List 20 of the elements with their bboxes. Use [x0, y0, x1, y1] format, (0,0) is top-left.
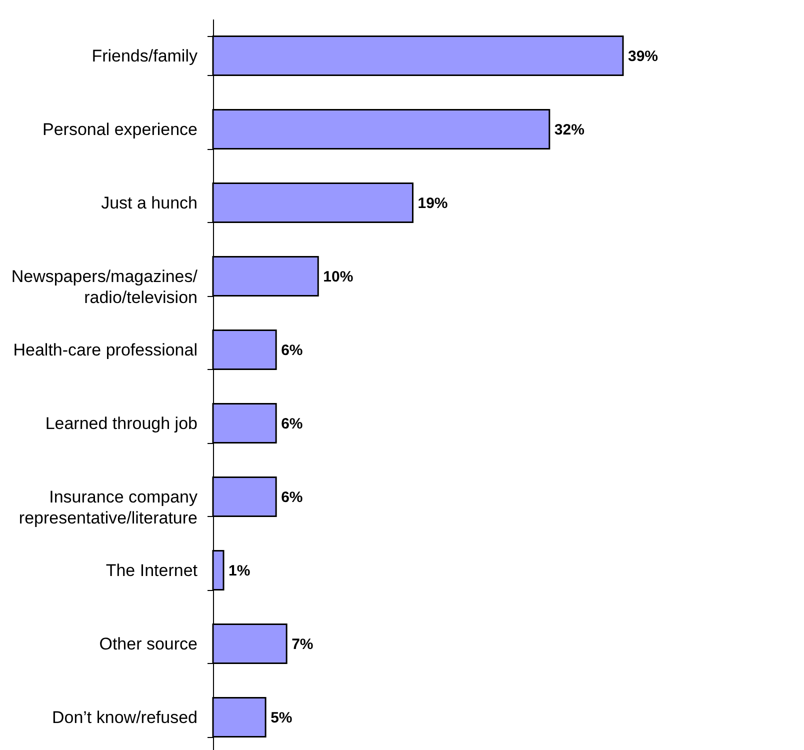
y-tick-label: Just a hunch: [101, 193, 198, 212]
y-tick-label: Health-care professional: [13, 340, 198, 360]
y-tick-label: Personal experience: [42, 120, 198, 139]
y-tick-label: Newspapers/magazines/ radio/television: [11, 266, 198, 307]
data-label: 1%: [228, 562, 250, 580]
y-tick-label: Don’t know/refused: [52, 708, 198, 727]
data-label: 6%: [281, 342, 303, 359]
data-label: 32%: [554, 121, 584, 138]
y-tick-label: Friends/family: [92, 46, 198, 66]
data-label: 7%: [292, 636, 314, 653]
y-tick-label: The Internet: [106, 560, 198, 580]
data-label: 6%: [281, 415, 303, 432]
y-tick-label: Other source: [99, 634, 198, 654]
y-tick-label: Insurance company representative/literature: [18, 487, 198, 528]
data-label: 39%: [628, 48, 658, 65]
data-label: 5%: [270, 709, 292, 726]
data-label: 19%: [418, 194, 448, 212]
data-label: 10%: [323, 268, 354, 286]
data-label: 6%: [281, 488, 303, 506]
y-tick-label: Learned through job: [45, 414, 198, 433]
